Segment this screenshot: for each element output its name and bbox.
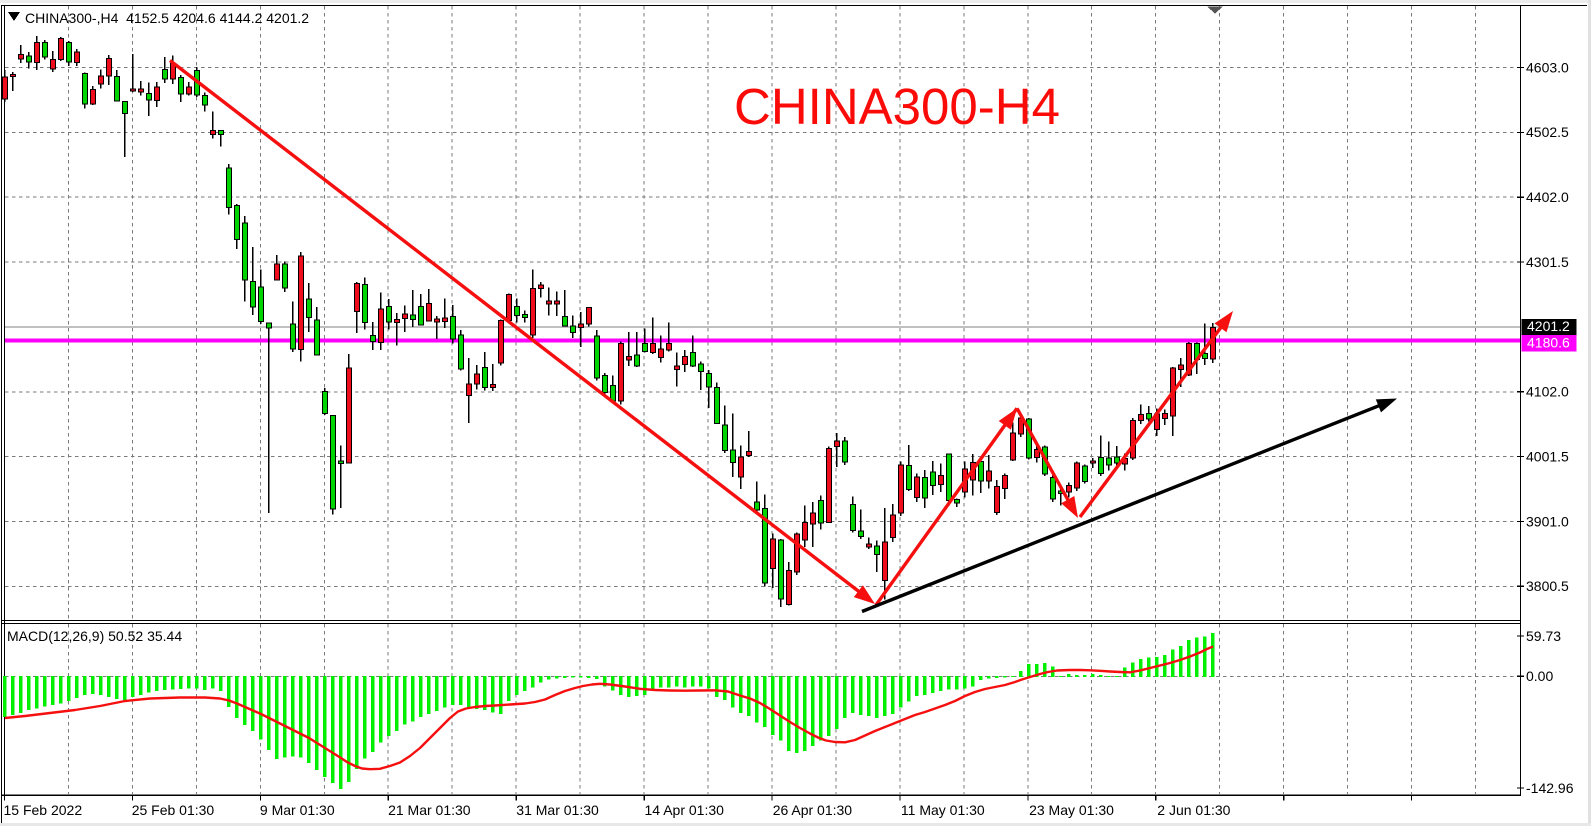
svg-text:4201.2: 4201.2 bbox=[1527, 318, 1570, 334]
svg-text:4001.5: 4001.5 bbox=[1526, 448, 1569, 464]
svg-text:4603.0: 4603.0 bbox=[1526, 59, 1569, 75]
svg-text:3800.5: 3800.5 bbox=[1526, 578, 1569, 594]
svg-text:31 Mar 01:30: 31 Mar 01:30 bbox=[516, 802, 599, 818]
svg-text:26 Apr 01:30: 26 Apr 01:30 bbox=[773, 802, 853, 818]
svg-text:CHINA300-,H4 4152.5 4204.6 41: CHINA300-,H4 4152.5 4204.6 4144.2 4201.2 bbox=[25, 10, 309, 26]
svg-text:15 Feb 2022: 15 Feb 2022 bbox=[4, 802, 83, 818]
svg-text:4402.0: 4402.0 bbox=[1526, 189, 1569, 205]
svg-text:21 Mar 01:30: 21 Mar 01:30 bbox=[388, 802, 471, 818]
svg-text:11 May 01:30: 11 May 01:30 bbox=[901, 802, 985, 818]
svg-text:4301.5: 4301.5 bbox=[1526, 254, 1569, 270]
svg-text:CHINA300-H4: CHINA300-H4 bbox=[734, 78, 1060, 135]
svg-text:14 Apr 01:30: 14 Apr 01:30 bbox=[645, 802, 725, 818]
svg-text:4502.5: 4502.5 bbox=[1526, 124, 1569, 140]
svg-text:0.00: 0.00 bbox=[1526, 668, 1553, 684]
svg-text:59.73: 59.73 bbox=[1526, 628, 1561, 644]
svg-text:25 Feb 01:30: 25 Feb 01:30 bbox=[132, 802, 215, 818]
svg-text:3901.0: 3901.0 bbox=[1526, 513, 1569, 529]
svg-text:-142.96: -142.96 bbox=[1526, 780, 1574, 796]
svg-text:4180.6: 4180.6 bbox=[1527, 335, 1570, 351]
svg-text:4102.0: 4102.0 bbox=[1526, 384, 1569, 400]
svg-text:23 May 01:30: 23 May 01:30 bbox=[1029, 802, 1114, 818]
svg-text:2 Jun 01:30: 2 Jun 01:30 bbox=[1157, 802, 1230, 818]
svg-text:9 Mar 01:30: 9 Mar 01:30 bbox=[260, 802, 335, 818]
svg-text:MACD(12,26,9) 50.52 35.44: MACD(12,26,9) 50.52 35.44 bbox=[7, 628, 182, 644]
